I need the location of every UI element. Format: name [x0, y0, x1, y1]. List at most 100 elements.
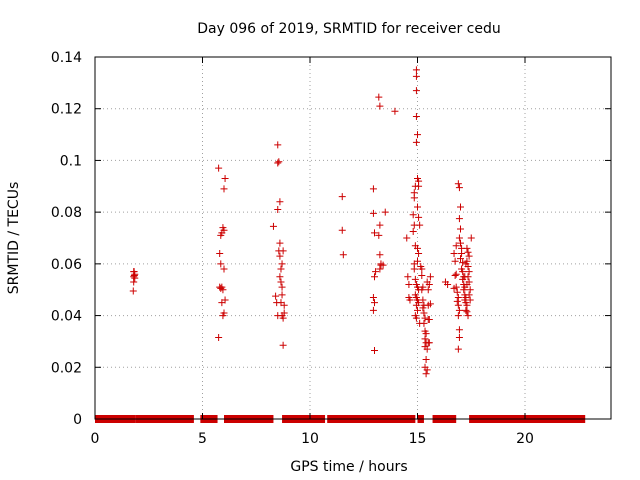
data-point [420, 309, 428, 317]
data-point [279, 314, 287, 322]
data-point [465, 252, 473, 260]
data-point [423, 345, 431, 353]
data-point [414, 131, 421, 139]
data-point [274, 312, 282, 320]
data-point [423, 366, 431, 374]
data-point [415, 182, 423, 190]
data-point [276, 273, 284, 281]
data-point [459, 268, 467, 276]
data-point [465, 268, 473, 276]
data-point [375, 231, 383, 239]
data-point [414, 203, 421, 211]
data-point [412, 66, 420, 74]
data-point [339, 251, 347, 259]
data-point [416, 221, 424, 229]
data-point [216, 250, 224, 258]
data-point [425, 339, 433, 347]
y-tick-label: 0.14 [51, 50, 82, 66]
data-point [338, 226, 346, 234]
y-tick-label: 0.04 [51, 309, 82, 325]
data-point [463, 281, 471, 289]
data-point [371, 346, 378, 354]
data-point [376, 251, 384, 259]
data-point [269, 222, 277, 230]
data-point [406, 296, 414, 304]
data-point [454, 312, 462, 320]
data-point [412, 87, 420, 95]
data-point [452, 242, 460, 250]
y-axis-label: SRMTID / TECUs [6, 182, 22, 295]
x-axis-label: GPS time / hours [290, 459, 407, 475]
y-tick-label: 0.06 [51, 257, 82, 273]
data-point [425, 281, 433, 289]
data-point [403, 234, 411, 242]
data-point [377, 261, 385, 269]
y-tick-label: 0.1 [60, 153, 82, 169]
grid-layer [95, 57, 611, 419]
data-point [464, 312, 472, 320]
data-point [369, 185, 377, 193]
data-point [415, 250, 423, 258]
data-point [372, 268, 380, 276]
data-point [455, 326, 463, 334]
data-point [451, 257, 459, 265]
x-tick-label: 15 [409, 431, 427, 447]
data-point [217, 260, 225, 268]
data-point [412, 314, 420, 322]
data-point [425, 315, 433, 323]
data-point [426, 273, 434, 281]
data-point [371, 229, 378, 237]
data-point [375, 93, 383, 101]
x-tick-label: 20 [516, 431, 534, 447]
data-point [457, 203, 464, 211]
data-point [277, 265, 285, 273]
data-point [405, 281, 413, 289]
data-point [274, 206, 282, 214]
data-point [215, 164, 223, 172]
data-point [457, 239, 464, 247]
data-point [457, 225, 464, 233]
data-point [458, 250, 466, 258]
data-point [419, 304, 427, 312]
data-point [418, 286, 426, 294]
data-point [466, 296, 474, 304]
data-point [220, 185, 228, 193]
data-point [369, 209, 377, 217]
data-point [278, 260, 286, 268]
data-point [409, 228, 417, 236]
data-point [460, 286, 468, 294]
data-point [424, 286, 432, 294]
data-point [453, 297, 461, 305]
data-point [376, 221, 384, 229]
data-point [279, 341, 287, 349]
data-point [450, 250, 458, 258]
data-point [219, 286, 227, 294]
y-tick-label: 0.08 [51, 205, 82, 221]
data-point [467, 234, 475, 242]
data-point [276, 239, 284, 247]
data-point [455, 215, 463, 223]
data-point [418, 271, 426, 279]
data-point [466, 286, 474, 294]
data-point [410, 265, 418, 273]
plot-frame-layer [94, 56, 612, 420]
data-point [455, 306, 463, 314]
data-point [278, 291, 286, 299]
data-point [418, 265, 426, 273]
data-point [452, 270, 460, 278]
data-point [454, 301, 462, 309]
x-tick-label: 10 [301, 431, 319, 447]
data-point [463, 301, 471, 309]
data-point [420, 319, 428, 327]
data-point [419, 296, 427, 304]
data-point [464, 248, 472, 256]
data-point [338, 193, 346, 201]
data-point [454, 345, 462, 353]
data-point [454, 180, 462, 188]
data-point [278, 283, 286, 291]
data-point [412, 112, 420, 120]
data-point [465, 291, 473, 299]
data-point [409, 211, 417, 219]
